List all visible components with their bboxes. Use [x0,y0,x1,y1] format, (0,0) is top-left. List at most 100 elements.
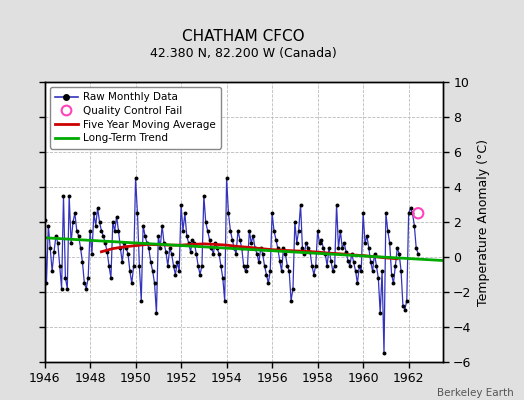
Point [312,262,320,269]
Point [222,175,231,182]
Point [202,219,210,225]
Point [122,245,130,252]
Point [219,275,227,281]
Point [359,210,367,216]
Point [175,268,183,274]
Point [338,245,346,252]
Point [194,262,202,269]
Point [236,236,244,243]
Point [226,228,235,234]
Point [237,245,246,252]
Point [56,262,64,269]
Point [287,298,295,304]
Point [326,257,335,264]
Point [257,245,265,252]
Point [108,219,117,225]
Point [160,240,168,246]
Point [74,233,83,239]
Point [77,245,85,252]
Point [302,240,310,246]
Point [289,285,297,292]
Point [78,259,86,266]
Point [366,259,375,266]
Point [158,222,166,229]
Point [245,228,254,234]
Point [114,228,123,234]
Point [148,268,157,274]
Point [190,240,199,246]
Point [224,210,233,216]
Point [249,233,257,239]
Point [143,240,151,246]
Point [177,201,185,208]
Point [99,233,107,239]
Point [325,245,333,252]
Point [105,262,113,269]
Point [228,236,236,243]
Point [52,233,60,239]
Point [370,250,379,257]
Point [276,257,284,264]
Point [167,250,176,257]
Point [187,248,195,255]
Point [406,205,414,211]
Point [352,268,360,274]
Point [292,240,301,246]
Point [53,240,62,246]
Point [402,298,411,304]
Point [277,268,286,274]
Point [129,262,138,269]
Point [405,210,413,216]
Point [80,280,89,286]
Point [61,275,70,281]
Point [387,271,396,278]
Point [93,205,102,211]
Point [101,240,110,246]
Point [107,275,115,281]
Title: 42.380 N, 82.200 W (Canada): 42.380 N, 82.200 W (Canada) [150,47,337,60]
Point [386,240,394,246]
Point [145,245,153,252]
Point [321,250,330,257]
Point [184,240,193,246]
Point [133,210,141,216]
Point [90,210,98,216]
Point [95,219,104,225]
Point [308,262,316,269]
Point [344,257,352,264]
Point [412,245,420,252]
Point [283,262,291,269]
Point [135,262,144,269]
Point [401,306,409,313]
Point [291,219,299,225]
Point [272,236,280,243]
Point [361,240,369,246]
Point [48,268,56,274]
Point [306,248,314,255]
Point [380,350,388,356]
Point [270,228,278,234]
Point [264,280,272,286]
Point [372,262,380,269]
Point [251,245,259,252]
Point [203,228,212,234]
Point [334,245,343,252]
Point [215,250,223,257]
Point [44,222,52,229]
Point [113,214,121,220]
Point [120,240,128,246]
Point [323,262,331,269]
Point [65,192,73,199]
Point [211,240,220,246]
Point [260,262,269,269]
Point [347,250,356,257]
Point [313,228,322,234]
Point [209,250,217,257]
Point [42,280,51,286]
Point [152,310,161,316]
Point [357,268,365,274]
Point [82,285,91,292]
Point [141,233,149,239]
Point [124,250,132,257]
Point [207,245,215,252]
